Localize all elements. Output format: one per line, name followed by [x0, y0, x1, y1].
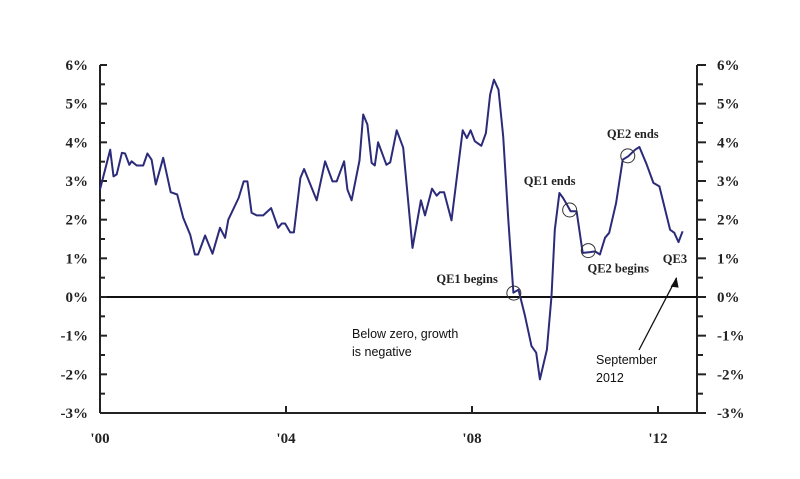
y-tick-label-right: 6%	[717, 58, 740, 74]
y-tick-label-right: -3%	[717, 406, 745, 422]
series-line-growth	[99, 78, 684, 381]
y-tick-label-right: 1%	[717, 251, 740, 267]
annotation-circle	[506, 285, 522, 301]
note-text: is negative	[352, 345, 412, 359]
y-tick-label-right: 2%	[717, 213, 740, 229]
annotation-label: QE2 begins	[588, 262, 650, 276]
x-tick-label: '00	[90, 431, 109, 447]
y-tick-label-left: -2%	[61, 367, 89, 383]
annotation-circle	[580, 243, 596, 259]
annotation-label: QE2 ends	[607, 127, 659, 141]
y-tick-label-right: 0%	[717, 290, 740, 306]
x-tick-label: '08	[462, 431, 481, 447]
note-text: 2012	[596, 371, 624, 385]
note-text: Below zero, growth	[352, 327, 458, 341]
x-tick-label: '04	[276, 431, 296, 447]
y-tick-label-left: -1%	[61, 329, 89, 345]
annotation-label: QE1 ends	[524, 174, 576, 188]
y-tick-label-left: 4%	[66, 135, 89, 151]
y-tick-label-right: 3%	[717, 174, 740, 190]
annotation-label: QE3	[663, 252, 687, 266]
y-tick-label-left: 1%	[66, 251, 89, 267]
y-tick-label-right: -1%	[717, 329, 745, 345]
arrowhead-icon	[670, 277, 679, 288]
note-arrow	[638, 277, 678, 351]
y-tick-label-left: 6%	[66, 58, 89, 74]
y-tick-label-left: 2%	[66, 213, 89, 229]
annotation-circle	[620, 148, 636, 164]
annotation-circle	[562, 202, 578, 218]
y-tick-label-right: 4%	[717, 135, 740, 151]
y-tick-label-left: 3%	[66, 174, 89, 190]
y-tick-label-left: -3%	[61, 406, 89, 422]
y-tick-label-right: 5%	[717, 97, 740, 113]
note-text: September	[596, 353, 657, 367]
y-tick-label-left: 0%	[66, 290, 89, 306]
annotation-label: QE1 begins	[436, 272, 498, 286]
y-tick-label-right: -2%	[717, 367, 745, 383]
x-tick-label: '12	[648, 431, 667, 447]
y-tick-label-left: 5%	[66, 97, 89, 113]
